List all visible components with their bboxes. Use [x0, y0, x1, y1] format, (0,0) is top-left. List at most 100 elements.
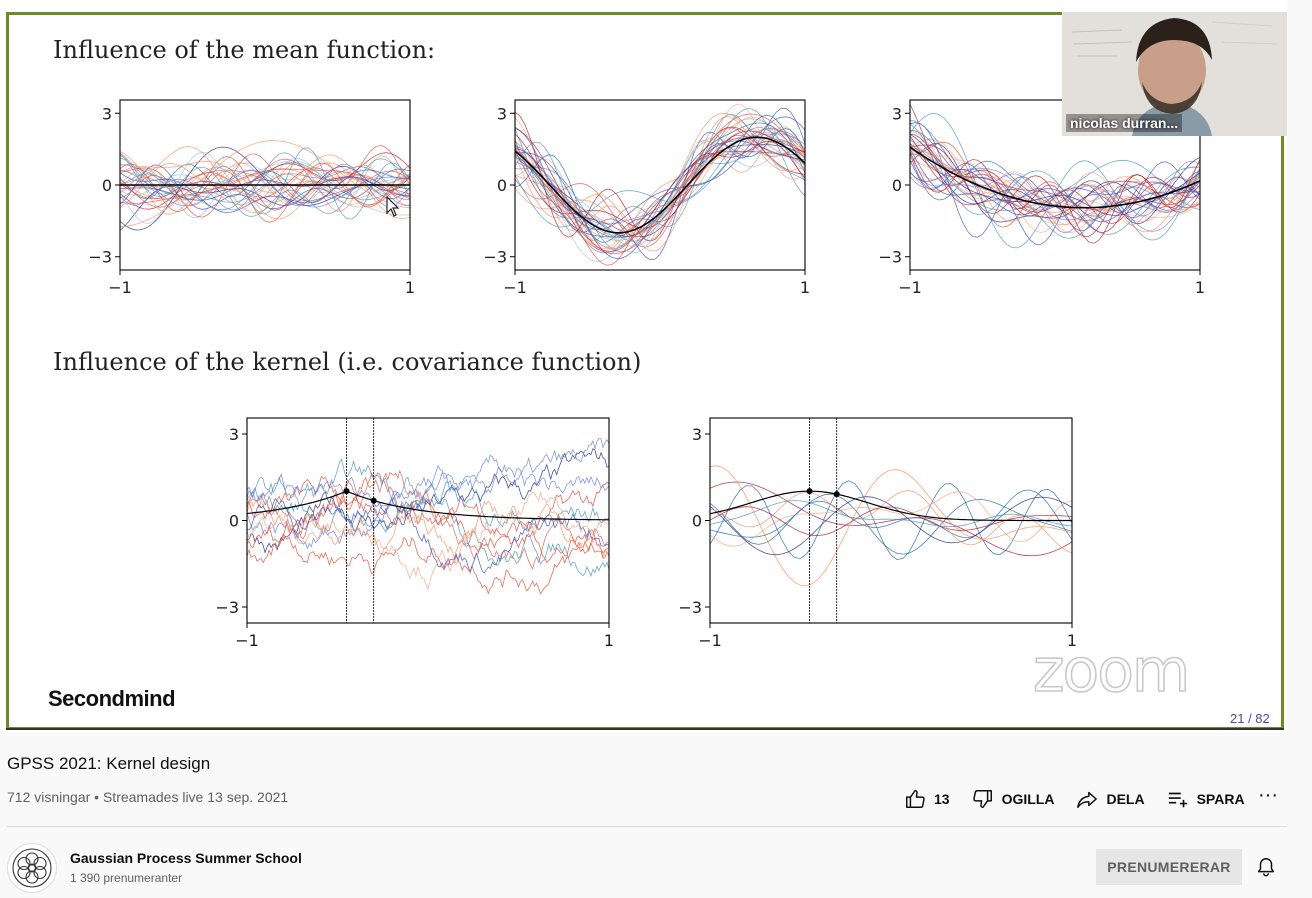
x-tick-label: 1: [1067, 631, 1077, 650]
x-tick-label: 1: [604, 631, 614, 650]
gp-sample-path: [515, 114, 805, 238]
gp-sample-path: [710, 493, 1072, 555]
gp-sample-path: [247, 471, 609, 563]
y-tick-label: 3: [497, 104, 507, 123]
x-tick-label: 1: [800, 278, 810, 297]
gp-sample-path: [710, 465, 1072, 587]
gp-sample-path: [247, 498, 609, 559]
gp-sample-path: [515, 128, 805, 253]
stream-date: Streamades live 13 sep. 2021: [102, 789, 289, 805]
kernel-point: [370, 497, 377, 504]
gp-sample-path: [515, 108, 805, 242]
view-count: 712 visningar: [7, 789, 91, 805]
gp-sample-path: [120, 163, 410, 208]
action-bar: 13 OGILLA DELA SPARA: [904, 788, 1267, 810]
share-label: DELA: [1106, 791, 1145, 807]
mean-sine-plot: 3 0 −3 −1 1: [483, 99, 810, 297]
playlist-add-icon: [1168, 792, 1187, 808]
save-label: SPARA: [1196, 791, 1245, 807]
x-tick-label: −1: [698, 631, 722, 650]
gp-sample-path: [247, 481, 609, 564]
slide-page-indicator: 21 / 82: [1230, 711, 1270, 726]
gp-sample-path: [120, 160, 410, 216]
gp-sample-path: [710, 489, 1072, 545]
gp-sample-path: [910, 123, 1200, 235]
subscriber-count: 1 390 prenumeranter: [70, 871, 183, 885]
x-tick-label: −1: [235, 631, 259, 650]
mouse-cursor-icon: [386, 195, 400, 217]
gp-sample-path: [247, 464, 609, 524]
y-tick-label: 3: [692, 425, 702, 444]
gp-sample-path: [710, 506, 1072, 536]
secondmind-logo: Secondmind: [48, 686, 176, 711]
gp-sample-path: [910, 170, 1200, 233]
gp-sample-path: [710, 490, 1072, 554]
notification-bell-icon[interactable]: [1255, 856, 1277, 878]
gp-sample-path: [710, 500, 1072, 528]
kernel-rough-plot: 3 0 −3 −1 1: [215, 417, 614, 650]
gp-sample-path: [910, 153, 1200, 219]
kernel-point: [833, 491, 840, 498]
gp-sample-path: [515, 134, 805, 236]
y-tick-label: −3: [483, 248, 507, 267]
like-button[interactable]: 13: [904, 788, 950, 810]
more-options-button[interactable]: ···: [1258, 784, 1278, 806]
y-tick-label: 0: [497, 176, 507, 195]
gp-sample-path: [910, 148, 1200, 216]
kernel-function-path: [247, 490, 609, 521]
gp-sample-path: [515, 118, 805, 251]
gp-sample-path: [710, 491, 1072, 547]
zoom-watermark: zoom: [1032, 635, 1191, 707]
meta-separator: •: [94, 789, 100, 805]
gp-sample-path: [120, 164, 410, 210]
webcam-tile[interactable]: nicolas durran...: [1062, 12, 1287, 136]
gp-sample-path: [247, 481, 609, 578]
gp-sample-path: [910, 112, 1200, 249]
gp-sample-path: [910, 156, 1200, 213]
gp-sample-path: [247, 438, 609, 550]
kernel-function-path: [710, 490, 1072, 522]
gp-sample-path: [515, 128, 805, 243]
share-button[interactable]: DELA: [1076, 788, 1145, 810]
gp-sample-path: [120, 154, 410, 219]
mean-zero-plot: 3 0 −3 −1 1: [88, 99, 415, 297]
gp-sample-path: [120, 168, 410, 204]
video-meta: 712 visningar • Streamades live 13 sep. …: [7, 789, 288, 805]
gp-sample-path: [120, 146, 410, 214]
gp-sample-path: [710, 481, 1072, 557]
x-tick-label: −1: [108, 278, 132, 297]
x-tick-label: 1: [405, 278, 415, 297]
gp-sample-path: [247, 458, 609, 533]
y-tick-label: −3: [88, 248, 112, 267]
gp-sample-path: [515, 138, 805, 240]
y-tick-label: −3: [678, 598, 702, 617]
y-tick-label: −3: [215, 598, 239, 617]
gp-sample-path: [120, 140, 410, 227]
like-count: 13: [934, 791, 950, 807]
y-tick-label: 3: [892, 104, 902, 123]
channel-logo-icon: [12, 848, 52, 888]
video-title: GPSS 2021: Kernel design: [7, 754, 211, 773]
gp-sample-path: [515, 140, 805, 254]
gp-sample-path: [120, 147, 410, 220]
dislike-label: OGILLA: [1001, 791, 1055, 807]
gp-sample-path: [247, 524, 609, 595]
save-button[interactable]: SPARA: [1167, 788, 1245, 810]
gp-sample-path: [710, 496, 1072, 556]
slide-frame: [6, 12, 1284, 730]
kernel-section-title: Influence of the kernel (i.e. covariance…: [53, 348, 642, 376]
channel-avatar[interactable]: [7, 843, 57, 893]
channel-name[interactable]: Gaussian Process Summer School: [70, 850, 302, 866]
y-tick-label: 0: [102, 176, 112, 195]
gp-sample-path: [120, 157, 410, 217]
subscribe-button[interactable]: PRENUMERERAR: [1096, 849, 1242, 885]
video-player[interactable]: Influence of the mean function: Influenc…: [0, 0, 1287, 733]
divider: [7, 826, 1287, 827]
dislike-button[interactable]: OGILLA: [972, 788, 1055, 810]
gp-sample-path: [910, 145, 1200, 211]
gp-sample-path: [247, 497, 609, 575]
mean-section-title: Influence of the mean function:: [53, 36, 436, 64]
gp-sample-path: [515, 128, 805, 250]
thumbs-up-icon: [906, 790, 925, 808]
webcam-person-image: [1062, 12, 1287, 136]
